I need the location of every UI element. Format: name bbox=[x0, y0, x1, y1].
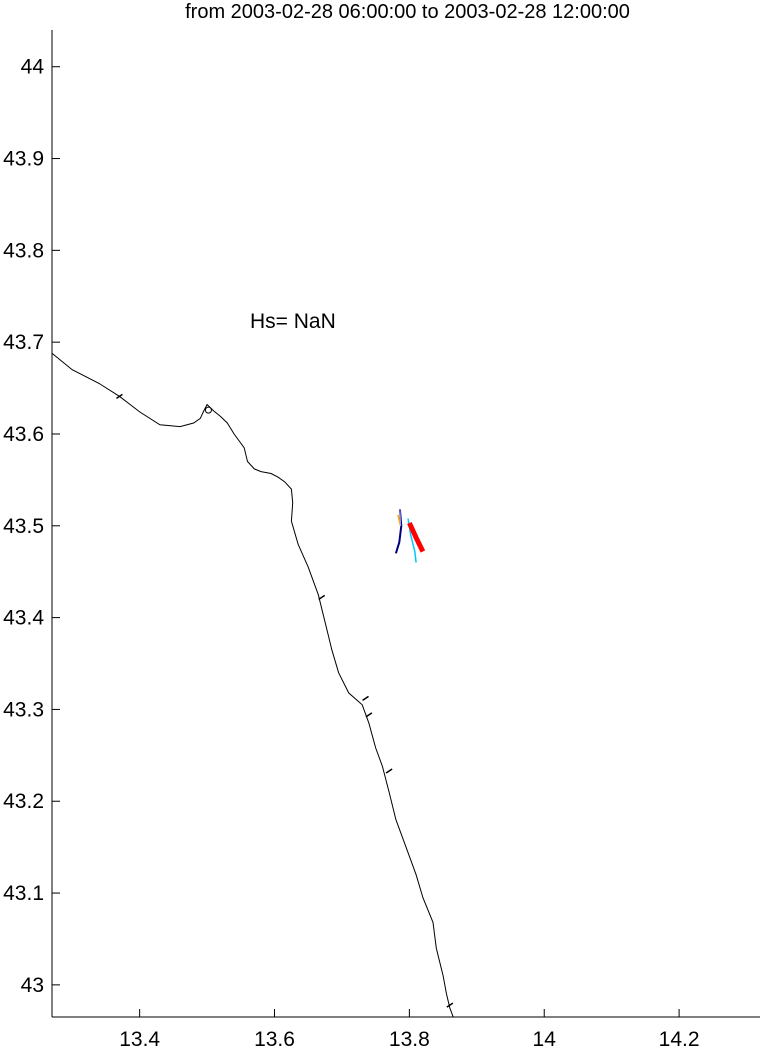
coast-tick bbox=[116, 393, 123, 399]
coast-tick bbox=[362, 695, 369, 702]
y-tick-label: 43.5 bbox=[3, 515, 44, 538]
y-tick-label: 43.8 bbox=[3, 239, 44, 262]
y-tick-label: 43.6 bbox=[3, 423, 44, 446]
x-tick-label: 14 bbox=[533, 1028, 557, 1051]
x-tick-label: 14.2 bbox=[659, 1028, 700, 1051]
trajectory-line bbox=[407, 521, 426, 553]
y-tick-label: 43.9 bbox=[3, 148, 44, 171]
coast-tick bbox=[365, 712, 373, 718]
axes: 43 43.1 43.2 43.3 43.4 43.5 43.6 43.7 43.8 43.9 44… bbox=[3, 30, 760, 1051]
coast-tick bbox=[318, 594, 326, 601]
coastline-path bbox=[51, 352, 454, 1018]
y-tick-label: 43.2 bbox=[3, 790, 44, 813]
y-tick-label: 43 bbox=[21, 974, 44, 997]
x-tick-label: 13.8 bbox=[389, 1028, 430, 1051]
y-tick-label: 43.7 bbox=[3, 331, 44, 354]
coast-tick bbox=[446, 1002, 454, 1008]
coastline bbox=[51, 352, 454, 1018]
y-tick-label: 43.4 bbox=[3, 607, 44, 630]
y-tick-label: 43.1 bbox=[3, 882, 44, 905]
harbor-loop bbox=[204, 406, 212, 414]
trajectory-line bbox=[399, 509, 402, 526]
hs-annotation: Hs= NaN bbox=[250, 310, 336, 333]
trajectories bbox=[394, 509, 426, 563]
map-title: from 2003-02-28 06:00:00 to 2003-02-28 1… bbox=[185, 1, 630, 23]
x-tick-label: 13.6 bbox=[254, 1028, 295, 1051]
y-tick-label: 43.3 bbox=[3, 698, 44, 721]
y-tick-label: 44 bbox=[21, 56, 45, 79]
x-tick-label: 13.4 bbox=[119, 1028, 160, 1051]
coast-tick bbox=[385, 768, 393, 774]
